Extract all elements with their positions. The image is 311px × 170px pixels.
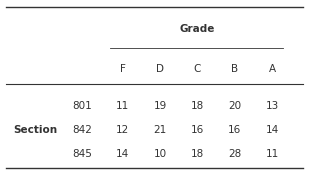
Text: 13: 13: [266, 101, 279, 111]
Text: Section: Section: [14, 125, 58, 135]
Text: 801: 801: [72, 101, 92, 111]
Text: 16: 16: [228, 125, 241, 135]
Text: 19: 19: [154, 101, 167, 111]
Text: 10: 10: [154, 149, 167, 159]
Text: C: C: [194, 64, 201, 74]
Text: 11: 11: [266, 149, 279, 159]
Text: 28: 28: [228, 149, 241, 159]
Text: F: F: [120, 64, 126, 74]
Text: 842: 842: [72, 125, 92, 135]
Text: 21: 21: [154, 125, 167, 135]
Text: 16: 16: [191, 125, 204, 135]
Text: 14: 14: [116, 149, 129, 159]
Text: A: A: [269, 64, 276, 74]
Text: 845: 845: [72, 149, 92, 159]
Text: 20: 20: [228, 101, 241, 111]
Text: 18: 18: [191, 101, 204, 111]
Text: B: B: [231, 64, 238, 74]
Text: 11: 11: [116, 101, 129, 111]
Text: Grade: Grade: [180, 24, 215, 34]
Text: 12: 12: [116, 125, 129, 135]
Text: D: D: [156, 64, 164, 74]
Text: 18: 18: [191, 149, 204, 159]
Text: 14: 14: [266, 125, 279, 135]
